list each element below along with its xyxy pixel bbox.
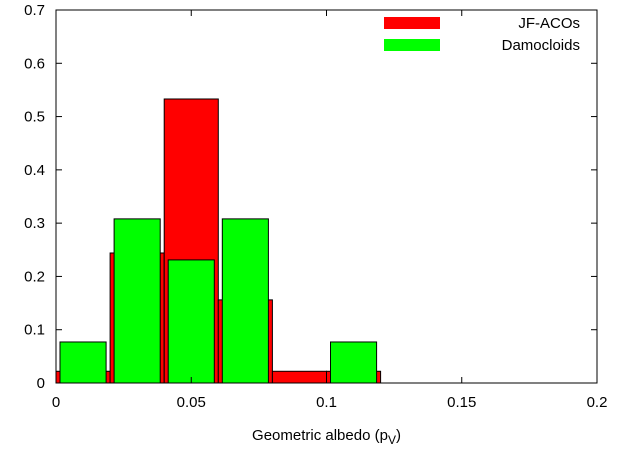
x-tick-label: 0.2 xyxy=(587,394,608,411)
x-tick-label: 0.1 xyxy=(316,394,337,411)
y-tick-label: 0.4 xyxy=(24,162,45,179)
bar-jf-acos-4 xyxy=(271,370,327,384)
bar-damocloids-3 xyxy=(221,218,269,384)
bar-damocloids-4 xyxy=(330,341,378,384)
bar-damocloids-2 xyxy=(167,259,215,384)
bar-damocloids-1 xyxy=(113,218,161,384)
y-tick-label: 0.3 xyxy=(24,215,45,232)
bars-layer xyxy=(55,98,382,384)
x-axis-title: Geometric albedo (pV) xyxy=(252,427,401,447)
y-tick-label: 0.5 xyxy=(24,109,45,126)
legend-label: Damocloids xyxy=(502,37,580,54)
x-axis-title-close: ) xyxy=(396,427,401,444)
legend: JF-ACOs Damocloids xyxy=(384,15,580,54)
legend-swatch-jf-acos xyxy=(384,17,440,29)
legend-swatch-damocloids xyxy=(384,39,440,51)
legend-label: JF-ACOs xyxy=(518,15,580,32)
x-tick-label: 0.15 xyxy=(447,394,476,411)
x-axis-title-text: Geometric albedo (p xyxy=(252,427,388,444)
y-tick-label: 0.2 xyxy=(24,268,45,285)
y-tick-label: 0.6 xyxy=(24,55,45,72)
y-tick-label: 0 xyxy=(37,375,45,392)
ticks-layer: 0 0.05 0.1 0.15 0.2 0 0.1 0.2 0.3 0.4 0.5 0.6 0.7 xyxy=(24,2,607,411)
x-axis-title-subscript: V xyxy=(388,433,396,447)
x-tick-label: 0 xyxy=(52,394,60,411)
x-tick-label: 0.05 xyxy=(177,394,206,411)
y-tick-label: 0.7 xyxy=(24,2,45,19)
y-tick-label: 0.1 xyxy=(24,322,45,339)
bar-damocloids-0 xyxy=(59,341,107,384)
